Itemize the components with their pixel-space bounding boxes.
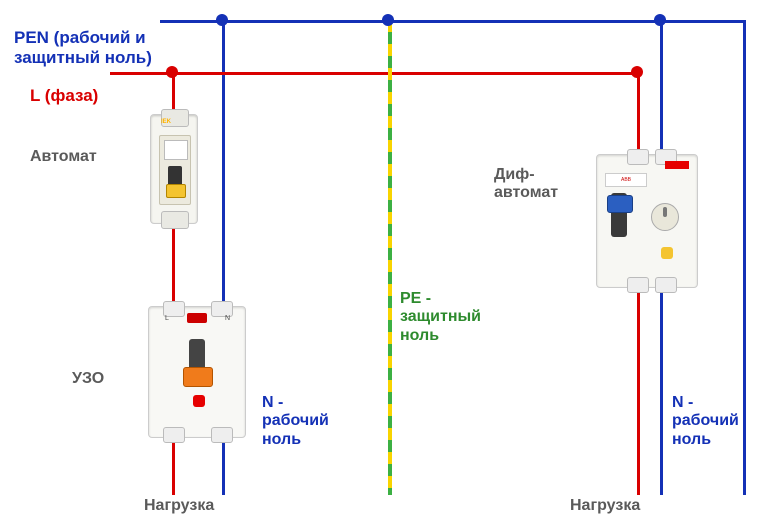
- junction-node: [382, 14, 394, 26]
- dif-brand-icon: [665, 161, 689, 169]
- label-n-left: N - рабочий ноль: [262, 394, 329, 449]
- wiring-diagram: { "canvas": { "width": 761, "height": 53…: [0, 0, 761, 531]
- wire-dif-out-l: [637, 288, 640, 495]
- label-pe: PE - защитный ноль: [400, 290, 481, 345]
- wire-pen-to-uzo: [222, 20, 225, 305]
- device-rcd: L N: [148, 306, 246, 438]
- label-load-left: Нагрузка: [144, 497, 214, 515]
- rcd-terminal-n: N: [225, 315, 230, 322]
- wire-pen-right: [743, 20, 746, 495]
- label-dif: Диф- автомат: [494, 166, 558, 203]
- wire-l-to-breaker: [172, 72, 175, 114]
- rcd-terminal-l: L: [165, 315, 169, 322]
- wire-uzo-out-n: [222, 438, 225, 495]
- dif-brand-text: ABB: [605, 173, 647, 187]
- label-n-right: N - рабочий ноль: [672, 394, 739, 449]
- label-l-phase: L (фаза): [30, 86, 98, 106]
- wire-l-to-dif: [637, 72, 640, 152]
- label-avtomat: Автомат: [30, 148, 97, 166]
- label-load-right: Нагрузка: [570, 497, 640, 515]
- wire-dif-out-n: [660, 288, 663, 495]
- junction-node: [631, 66, 643, 78]
- wire-breaker-to-uzo: [172, 226, 175, 305]
- junction-node: [216, 14, 228, 26]
- device-circuit-breaker: IEK: [150, 114, 198, 224]
- junction-node: [166, 66, 178, 78]
- label-uzo: УЗО: [72, 370, 104, 388]
- wire-l-top: [110, 72, 640, 75]
- breaker-brand: IEK: [161, 119, 171, 125]
- wire-uzo-out-l: [172, 438, 175, 495]
- label-pen: PEN (рабочий и защитный ноль): [14, 28, 152, 67]
- device-differential: ABB: [596, 154, 698, 288]
- junction-node: [654, 14, 666, 26]
- wire-pe-ground: [388, 20, 392, 495]
- wire-pen-to-dif: [660, 20, 663, 152]
